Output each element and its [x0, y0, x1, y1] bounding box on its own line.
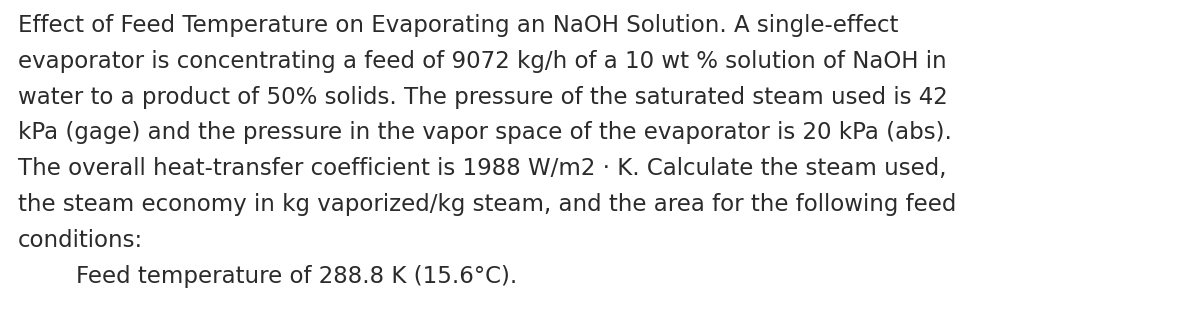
- Text: evaporator is concentrating a feed of 9072 kg/h of a 10 wt % solution of NaOH in: evaporator is concentrating a feed of 90…: [18, 50, 947, 73]
- Text: water to a product of 50% solids. The pressure of the saturated steam used is 42: water to a product of 50% solids. The pr…: [18, 85, 948, 108]
- Text: kPa (gage) and the pressure in the vapor space of the evaporator is 20 kPa (abs): kPa (gage) and the pressure in the vapor…: [18, 122, 952, 145]
- Text: Feed temperature of 288.8 K (15.6°C).: Feed temperature of 288.8 K (15.6°C).: [18, 264, 517, 288]
- Text: Effect of Feed Temperature on Evaporating an NaOH Solution. A single-effect: Effect of Feed Temperature on Evaporatin…: [18, 14, 899, 37]
- Text: conditions:: conditions:: [18, 229, 143, 252]
- Text: The overall heat-transfer coefficient is 1988 W/m2 · K. Calculate the steam used: The overall heat-transfer coefficient is…: [18, 157, 947, 180]
- Text: the steam economy in kg vaporized/kg steam, and the area for the following feed: the steam economy in kg vaporized/kg ste…: [18, 193, 956, 216]
